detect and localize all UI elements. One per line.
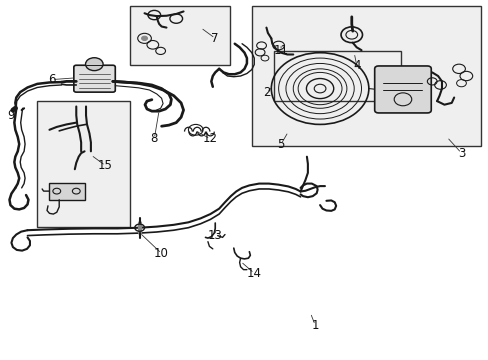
Circle shape bbox=[85, 58, 103, 71]
Text: 7: 7 bbox=[211, 32, 219, 45]
Text: 9: 9 bbox=[8, 109, 15, 122]
Text: 13: 13 bbox=[207, 229, 222, 242]
Text: 12: 12 bbox=[203, 132, 218, 145]
FancyBboxPatch shape bbox=[374, 66, 430, 113]
Text: 5: 5 bbox=[277, 138, 284, 150]
Text: 4: 4 bbox=[352, 59, 360, 72]
Text: 6: 6 bbox=[48, 73, 56, 86]
Text: 8: 8 bbox=[150, 132, 158, 145]
FancyBboxPatch shape bbox=[74, 65, 115, 92]
Text: 2: 2 bbox=[262, 86, 270, 99]
Bar bbox=[130, 6, 229, 65]
Bar bbox=[37, 101, 130, 226]
Bar bbox=[273, 51, 400, 101]
Text: 1: 1 bbox=[311, 319, 318, 332]
Text: 11: 11 bbox=[273, 44, 288, 57]
Bar bbox=[49, 183, 84, 200]
Text: 10: 10 bbox=[154, 247, 169, 260]
Text: 14: 14 bbox=[246, 267, 261, 280]
Text: 3: 3 bbox=[457, 147, 464, 159]
Bar bbox=[251, 6, 480, 146]
Circle shape bbox=[142, 36, 147, 41]
Text: 15: 15 bbox=[98, 159, 113, 172]
